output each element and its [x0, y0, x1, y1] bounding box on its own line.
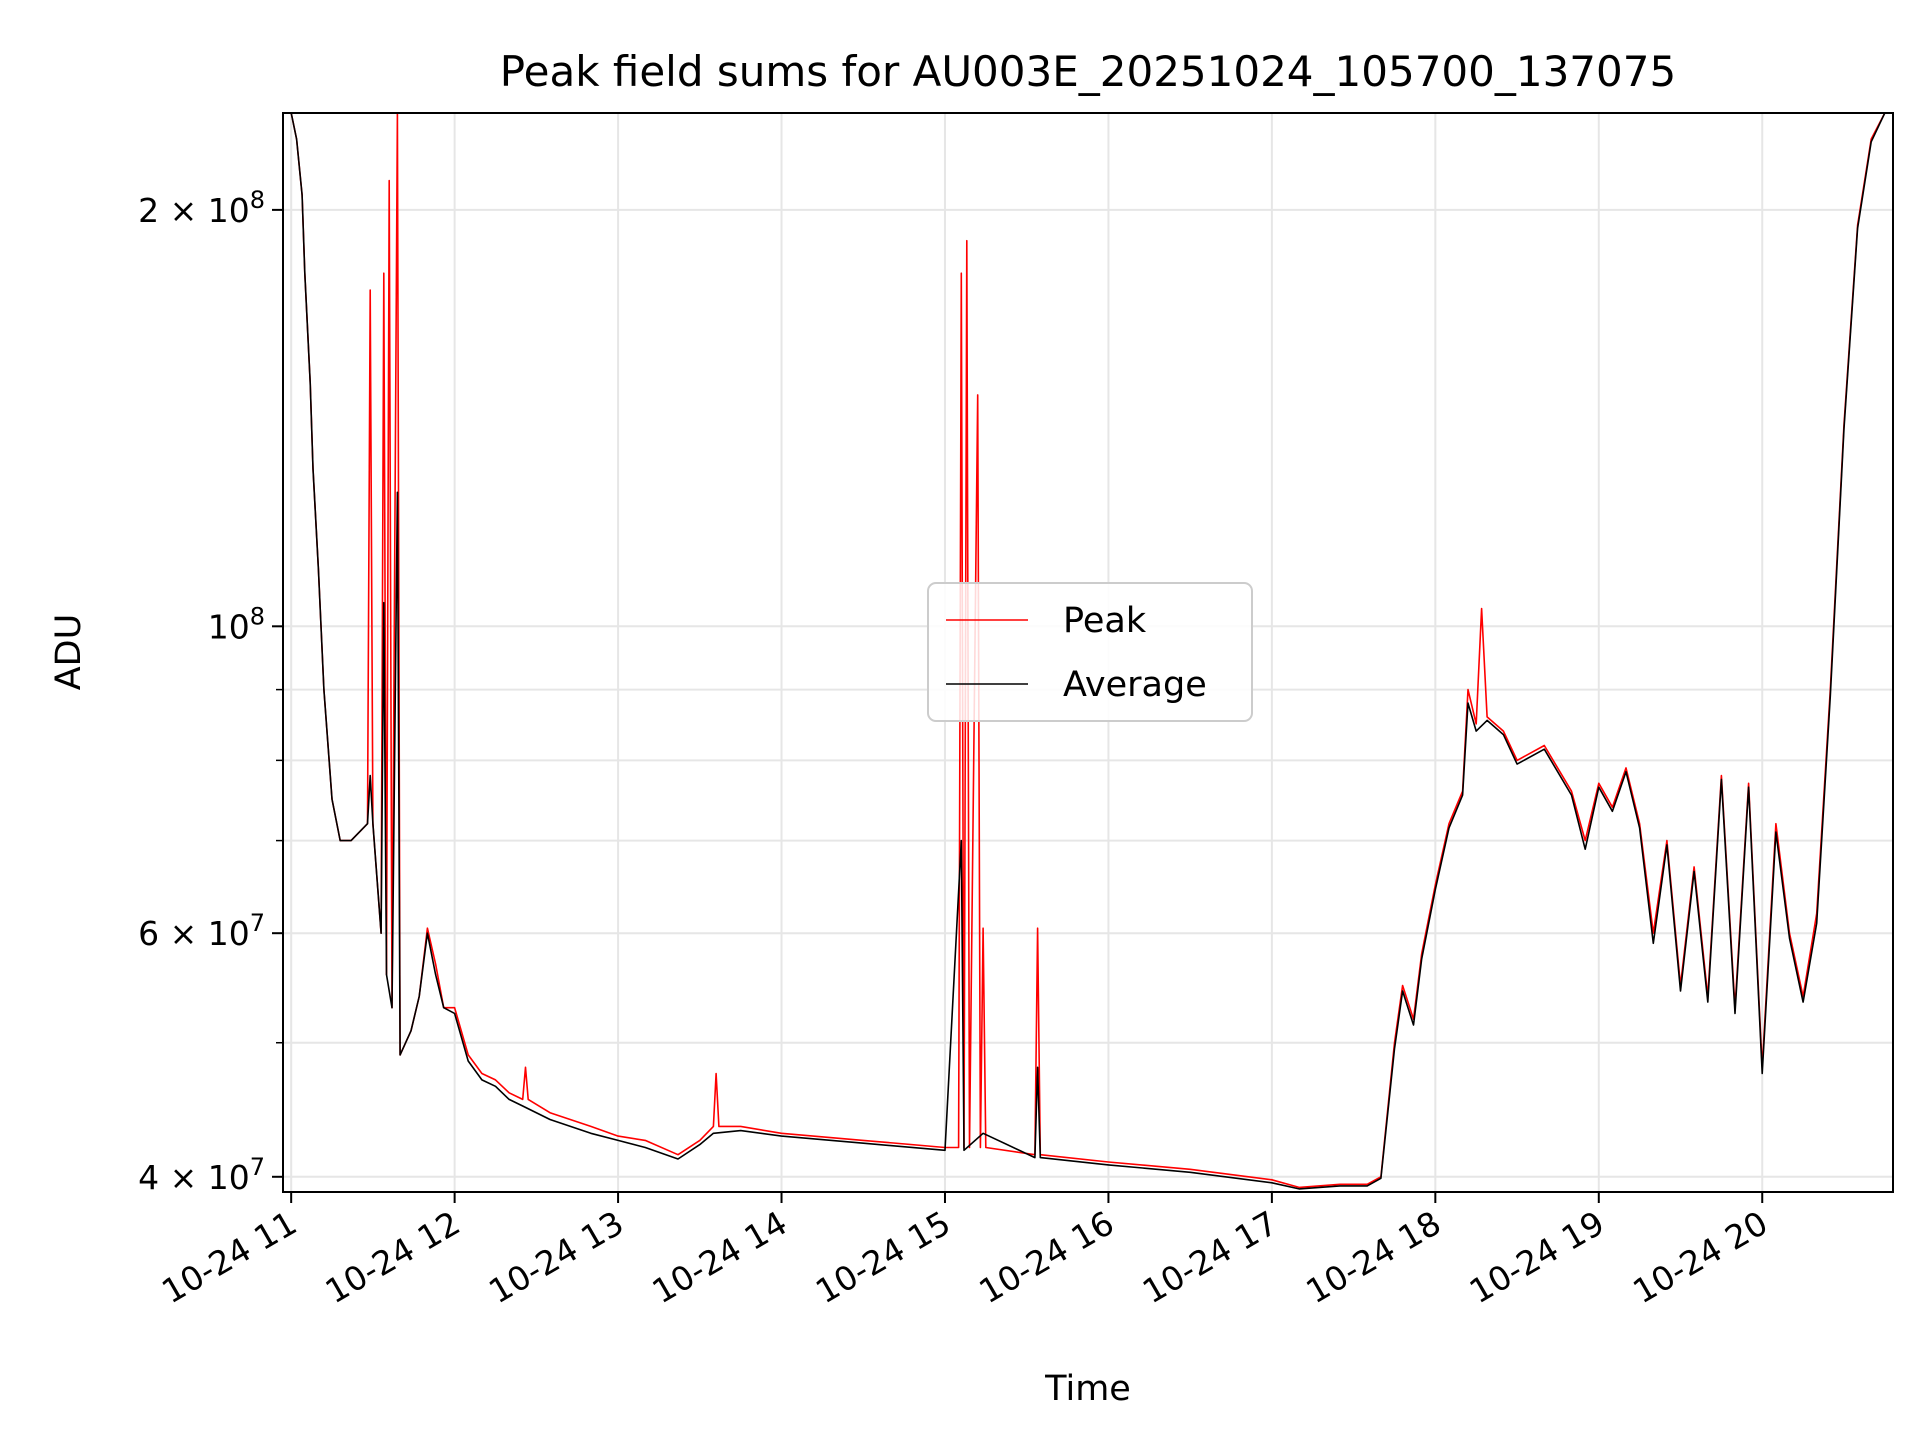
- grid: [283, 113, 1893, 1192]
- legend: Peak Average: [927, 582, 1253, 722]
- plot-series: [283, 112, 1893, 1190]
- y-tick-label: 4 × 107: [138, 1153, 265, 1197]
- x-axis-label: Time: [1044, 1369, 1131, 1409]
- y-axis-ticks: 4 × 107 6 × 107 108 2 × 108: [138, 186, 283, 1197]
- chart-title: Peak field sums for AU003E_20251024_1057…: [500, 47, 1676, 96]
- plot-frame: [282, 112, 1894, 1193]
- legend-average-label: Average: [1063, 665, 1207, 705]
- y-tick-label: 6 × 107: [138, 909, 265, 953]
- y-tick-label: 108: [208, 602, 265, 646]
- series-line-average: [283, 112, 1893, 1190]
- legend-box: [927, 582, 1253, 722]
- y-tick-label: 2 × 108: [138, 186, 265, 230]
- legend-peak-label: Peak: [1063, 601, 1147, 641]
- series-line-peak: [283, 112, 1893, 1189]
- y-axis-label: ADU: [49, 614, 89, 691]
